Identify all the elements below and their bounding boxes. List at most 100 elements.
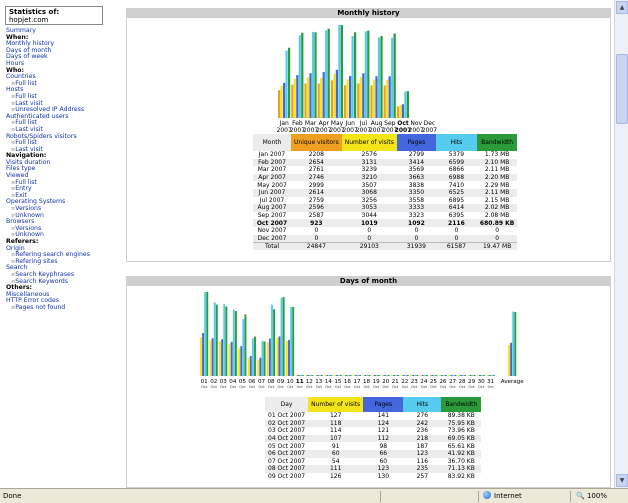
menu-link[interactable]: Search bbox=[6, 264, 28, 272]
menu-link[interactable]: Full list bbox=[6, 179, 116, 187]
x-tick-label: Jul bbox=[359, 120, 368, 127]
bar-empty bbox=[295, 375, 298, 376]
menu-link[interactable]: Exit bbox=[6, 192, 116, 200]
menu-link[interactable]: Entry bbox=[6, 186, 116, 193]
table-cell: 6395 bbox=[448, 212, 465, 220]
bar-hits bbox=[364, 31, 367, 118]
table-cell: 3558 bbox=[408, 196, 425, 204]
table-cell: Jan 2007 bbox=[258, 151, 286, 159]
menu-link[interactable]: Hours bbox=[6, 59, 25, 67]
menu-link[interactable]: Full list bbox=[6, 139, 116, 147]
x-tick-month: Oct bbox=[421, 385, 428, 389]
menu-link[interactable]: Days of month bbox=[6, 46, 52, 54]
monthly-history-chart: Jan2007Feb2007Mar2007Apr2007May2007Jun20… bbox=[277, 25, 437, 134]
menu-link[interactable]: Last visit bbox=[6, 100, 116, 108]
zoom-level[interactable]: 🔍 100% bbox=[576, 489, 607, 503]
menu-link[interactable]: Full list bbox=[6, 93, 116, 101]
table-cell: 3053 bbox=[341, 204, 397, 212]
bar-empty bbox=[486, 375, 489, 376]
bar-empty bbox=[352, 375, 355, 376]
menu-link[interactable]: Summary bbox=[6, 27, 36, 34]
x-tick-label: Aug bbox=[371, 120, 383, 127]
bar-empty bbox=[316, 375, 319, 376]
bar-hits bbox=[204, 292, 207, 376]
menu-link[interactable]: Refering search engines bbox=[6, 252, 116, 259]
bar-empty bbox=[490, 375, 493, 376]
table-cell: 01 Oct 2007 bbox=[268, 412, 306, 420]
menu-link[interactable]: Robots/Spiders visitors bbox=[6, 132, 77, 140]
menu-link[interactable]: Operating Systems bbox=[6, 198, 66, 206]
scroll-down-arrow-icon[interactable]: ▼ bbox=[616, 474, 628, 487]
scroll-up-arrow-icon[interactable]: ▲ bbox=[616, 1, 628, 14]
menu-link[interactable]: HTTP Error codes bbox=[6, 297, 59, 305]
x-tick-month: Oct bbox=[344, 385, 351, 389]
menu-link[interactable]: Authenticated users bbox=[6, 112, 69, 120]
menu-link[interactable]: Unresolved IP Address bbox=[6, 107, 116, 114]
x-tick-label: Nov bbox=[410, 120, 422, 127]
bar-pages bbox=[388, 76, 391, 118]
bar-unique-visitors bbox=[317, 83, 320, 118]
bar-bandwidth bbox=[206, 292, 209, 376]
x-tick-label: 2007 bbox=[316, 127, 331, 134]
menu-link[interactable]: Full list bbox=[6, 120, 116, 127]
menu-link[interactable]: Days of week bbox=[6, 53, 48, 61]
vertical-scrollbar[interactable]: ▲ ▼ bbox=[614, 0, 628, 488]
bar-empty bbox=[473, 375, 476, 376]
table-cell: 03 Oct 2007 bbox=[268, 427, 306, 435]
menu-link[interactable]: Versions bbox=[6, 205, 116, 213]
menu-link[interactable]: Hosts bbox=[6, 86, 24, 94]
table-cell: 2.10 MB bbox=[476, 158, 518, 167]
bar-bandwidth bbox=[380, 35, 383, 118]
bar-empty bbox=[393, 375, 395, 376]
bar-number-of-visits bbox=[266, 342, 269, 376]
bar-bandwidth bbox=[282, 297, 285, 376]
menu-link[interactable]: Files type bbox=[6, 165, 36, 173]
menu-link[interactable]: Versions bbox=[6, 225, 116, 233]
menu-link[interactable]: Viewed bbox=[6, 172, 29, 180]
bar-empty bbox=[402, 375, 405, 376]
bar-hits bbox=[391, 37, 394, 118]
table-cell: 3569 bbox=[408, 166, 425, 174]
menu-section-heading: Referers: bbox=[6, 238, 39, 245]
table-row: May 2007 2999 3507 3838 7410 2.29 MB bbox=[253, 181, 517, 189]
menu-link[interactable]: Countries bbox=[6, 73, 36, 81]
menu-link[interactable]: Monthly history bbox=[6, 40, 55, 48]
x-tick-label: 08 bbox=[267, 379, 275, 385]
table-row: 06 Oct 2007 60 66 123 41.92 KB bbox=[265, 449, 482, 458]
menu-link[interactable]: Search Keywords bbox=[6, 278, 116, 286]
table-cell: 3256 bbox=[361, 196, 377, 204]
x-tick-label: 27 bbox=[449, 379, 457, 385]
scroll-thumb[interactable] bbox=[616, 54, 628, 124]
bar-empty bbox=[452, 375, 455, 376]
bar-empty bbox=[438, 375, 441, 376]
x-tick-label: 09 bbox=[277, 379, 285, 385]
total-cell: 31939 bbox=[396, 241, 436, 250]
bar-empty bbox=[433, 375, 436, 376]
menu-link[interactable]: Last visit bbox=[6, 146, 116, 154]
table-cell: 242 bbox=[403, 419, 442, 428]
table-cell: 257 bbox=[416, 473, 429, 481]
menu-link[interactable]: Last visit bbox=[6, 126, 116, 134]
menu-link[interactable]: Origin bbox=[6, 244, 25, 252]
menu-link[interactable]: Visits duration bbox=[6, 158, 51, 166]
bar-unique-visitors bbox=[370, 85, 373, 118]
menu-link[interactable]: Full list bbox=[6, 80, 116, 88]
menu-link[interactable]: Browsers bbox=[6, 218, 35, 226]
bar-average bbox=[510, 342, 513, 376]
bar-unique-visitors bbox=[304, 83, 307, 118]
table-row: Aug 2007 2596 3053 3333 6414 2.02 MB bbox=[253, 204, 518, 212]
status-divider bbox=[570, 491, 571, 502]
menu-link[interactable]: Search Keyphrases bbox=[6, 271, 116, 279]
x-tick-label: 2007 bbox=[395, 127, 412, 134]
menu-link[interactable]: Refering sites bbox=[6, 258, 116, 266]
x-tick-month: Oct bbox=[449, 385, 456, 389]
bar-empty bbox=[368, 375, 371, 376]
menu-link[interactable]: Pages not found bbox=[6, 304, 116, 312]
bar-empty bbox=[429, 375, 432, 376]
bar-empty bbox=[359, 375, 361, 376]
menu-link[interactable]: Unknown bbox=[6, 232, 116, 239]
menu-link[interactable]: Unknown bbox=[6, 212, 116, 220]
menu-link[interactable]: Miscellaneous bbox=[6, 290, 50, 298]
menu-section-heading: Navigation: bbox=[6, 152, 47, 160]
table-row: 04 Oct 2007 107 112 218 69.05 KB bbox=[265, 434, 482, 443]
